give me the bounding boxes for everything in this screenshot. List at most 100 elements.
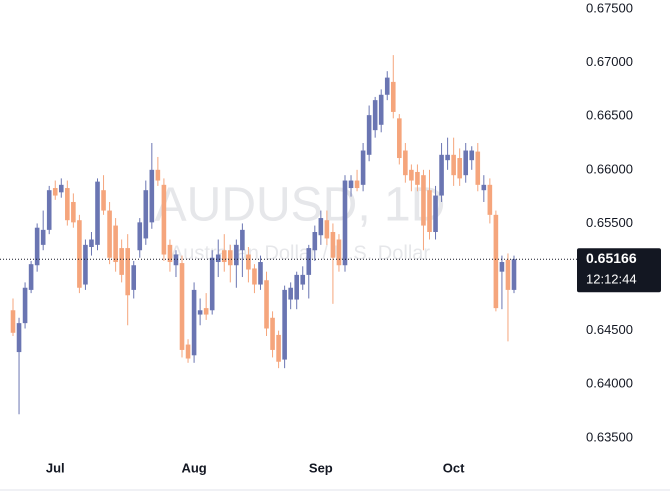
candle-body	[294, 274, 299, 300]
candle-body	[505, 259, 511, 290]
candle-body	[95, 181, 100, 245]
candle-body	[161, 184, 167, 255]
candle-body	[137, 222, 143, 251]
candle-body	[246, 254, 251, 270]
candle-body	[119, 248, 124, 275]
candle-body	[270, 317, 275, 350]
candle-body	[433, 195, 438, 233]
candle-body	[58, 184, 64, 193]
candle-body	[167, 244, 173, 263]
watermark-subtitle: Australian Dollar / U.S. Dollar	[170, 242, 430, 264]
candle-body	[107, 210, 112, 258]
candle-body	[493, 214, 499, 309]
candle-body	[451, 154, 456, 176]
candle-body	[28, 264, 34, 290]
candle-body	[366, 115, 372, 155]
candle-body	[318, 218, 324, 236]
candle-body	[65, 188, 70, 221]
candle-body	[258, 262, 263, 285]
candle-body	[487, 184, 493, 215]
candle-body	[71, 201, 76, 223]
candle-body	[234, 244, 239, 266]
candle-body	[354, 180, 360, 189]
y-tick-label: 0.67500	[586, 0, 633, 15]
candle-body	[46, 190, 52, 230]
watermark-title: AUDUSD, 1D	[155, 179, 446, 232]
countdown-label: 12:12:44	[586, 272, 637, 287]
candle-body	[149, 169, 155, 223]
candle-body	[34, 227, 40, 266]
candle-body	[397, 118, 402, 159]
candle-body	[421, 175, 426, 226]
candle-body	[179, 263, 185, 350]
candle-body	[384, 77, 390, 95]
candle-body	[264, 280, 269, 329]
y-tick-label: 0.63500	[586, 429, 633, 444]
candle-body	[415, 171, 420, 185]
candle-body	[469, 150, 475, 161]
candle-body	[221, 250, 227, 263]
candle-body	[191, 289, 197, 356]
candle-body	[101, 190, 106, 211]
x-tick-label: Sep	[309, 460, 333, 475]
candle-body	[511, 259, 517, 290]
candle-body	[445, 154, 450, 161]
candle-body	[143, 190, 149, 239]
y-tick-label: 0.66000	[586, 161, 633, 176]
candle-body	[336, 239, 342, 266]
candle-body	[203, 308, 209, 315]
candle-body	[463, 150, 469, 176]
candle-body	[40, 229, 46, 245]
candle-body	[131, 265, 137, 290]
candle-body	[89, 239, 94, 248]
candle-body	[481, 184, 487, 191]
candle-body	[52, 188, 58, 196]
candle-body	[185, 344, 191, 359]
candle-body	[403, 150, 408, 176]
y-tick-label: 0.64000	[586, 376, 633, 391]
y-tick-label: 0.66500	[586, 108, 633, 123]
candle-body	[83, 244, 88, 285]
candle-body	[252, 268, 257, 285]
candle-body	[342, 180, 348, 266]
candle-body	[378, 94, 384, 125]
y-tick-label: 0.64500	[586, 322, 633, 337]
y-tick-label: 0.67000	[586, 54, 633, 69]
x-tick-label: Jul	[46, 460, 65, 475]
candle-body	[173, 254, 179, 266]
candle-body	[209, 257, 215, 311]
candle-body	[409, 169, 414, 181]
candle-body	[475, 151, 481, 185]
candle-body	[360, 150, 366, 185]
candle-body	[312, 232, 318, 251]
last-price-label: 0.65166	[586, 250, 637, 266]
candle-body	[215, 254, 221, 263]
candle-body	[390, 81, 396, 112]
candle-body	[113, 225, 118, 263]
candle-body	[276, 334, 281, 362]
last-price-box	[577, 248, 661, 293]
candle-body	[228, 250, 233, 266]
candle-body	[348, 180, 354, 189]
candle-body	[197, 310, 203, 315]
candle-body	[22, 287, 28, 324]
candle-body	[372, 100, 378, 131]
y-tick-label: 0.65500	[586, 215, 633, 230]
x-tick-label: Oct	[443, 460, 465, 475]
candle-body	[125, 248, 130, 296]
candle-body	[499, 262, 505, 272]
candle-body	[288, 287, 293, 300]
candle-body	[427, 190, 432, 233]
candle-body	[324, 220, 330, 239]
candle-body	[77, 220, 82, 288]
candle-body	[282, 289, 287, 360]
candle-body	[300, 274, 306, 285]
candle-body	[16, 323, 22, 353]
candle-body	[10, 310, 16, 333]
candle-body	[240, 229, 245, 251]
x-tick-label: Aug	[181, 460, 206, 475]
candle-body	[306, 248, 312, 275]
candle-body	[439, 154, 444, 196]
